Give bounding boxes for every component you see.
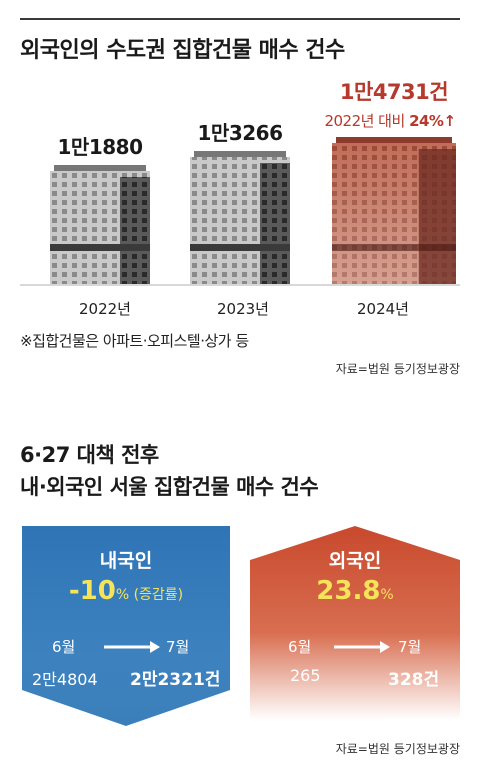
- foreign-title: 외국인: [328, 550, 382, 572]
- bar-value-label-2024: 1만4731건: [339, 80, 449, 104]
- comparison-panels: [22, 526, 460, 726]
- bar-building-2022년: [50, 165, 150, 284]
- domestic-to-label: 7월: [166, 638, 190, 656]
- foreign-change: 23.8%: [250, 576, 460, 606]
- highlight-change: 24%↑: [409, 112, 456, 130]
- domestic-change-unit: % (증감률): [115, 587, 184, 603]
- foreign-arrow-icon: [334, 641, 390, 653]
- highlight-label: 2022년 대비: [324, 112, 405, 130]
- domestic-from-value: 2만4804: [32, 670, 98, 689]
- bar-value-label-2022: 1만1880: [57, 135, 143, 159]
- domestic-from-label: 6월: [52, 638, 76, 656]
- bar-building-2023년: [190, 151, 290, 284]
- foreign-from-label: 6월: [288, 638, 312, 656]
- x-tick-2024: 2024년: [357, 300, 409, 318]
- foreign-to-value: 328건: [388, 670, 440, 690]
- domestic-to-value: 2만2321건: [130, 670, 221, 690]
- source-top: 자료=법원 등기정보광장: [335, 362, 460, 376]
- bar-building-2024년: [332, 137, 456, 284]
- domestic-title: 내국인: [99, 550, 153, 572]
- x-tick-2022: 2022년: [79, 300, 131, 318]
- foreign-from-value: 265: [290, 666, 321, 685]
- foreign-change-unit: %: [380, 587, 394, 603]
- source-bottom: 자료=법원 등기정보광장: [335, 742, 460, 756]
- footnote: ※집합건물은 아파트·오피스텔·상가 등: [20, 332, 249, 350]
- domestic-change: -10% (증감률): [22, 576, 230, 606]
- section2-title-line2: 내·외국인 서울 집합건물 매수 건수: [20, 475, 319, 499]
- ground-line: [20, 284, 460, 286]
- foreign-to-label: 7월: [398, 638, 422, 656]
- chart-title: 외국인의 수도권 집합건물 매수 건수: [20, 38, 345, 63]
- bar-value-label-2023: 1만3266: [197, 121, 283, 145]
- foreign-change-value: 23.8: [316, 576, 381, 606]
- top-rule: [20, 18, 460, 20]
- domestic-arrow-icon: [104, 641, 160, 653]
- buildings-chart: [20, 137, 460, 286]
- x-tick-2023: 2023년: [217, 300, 269, 318]
- highlight-annotation: 2022년 대비 24%↑: [300, 110, 480, 131]
- section2-title-line1: 6·27 대책 전후: [20, 443, 159, 467]
- domestic-panel-bg: [22, 526, 230, 726]
- foreign-panel-bg: [250, 526, 460, 720]
- domestic-change-value: -10: [68, 576, 116, 606]
